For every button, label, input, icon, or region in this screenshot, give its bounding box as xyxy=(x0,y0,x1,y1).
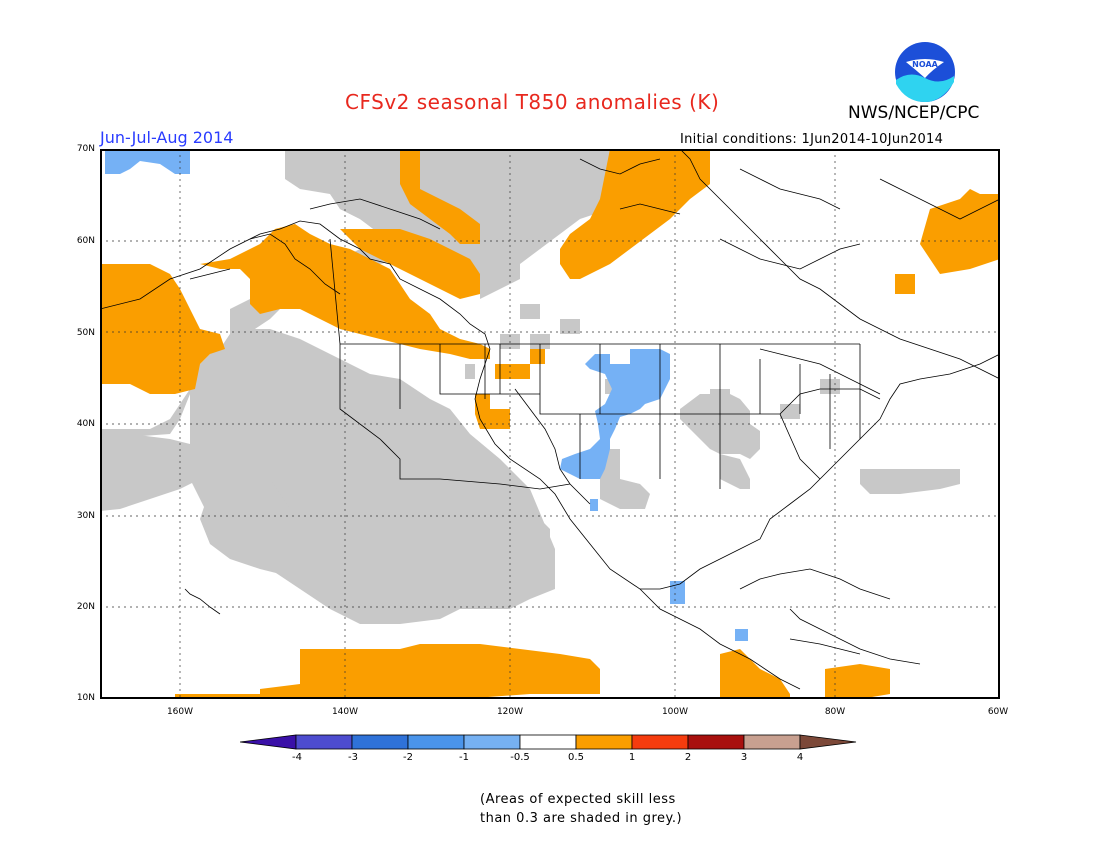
colorbar-label: 0.5 xyxy=(568,752,584,763)
noaa-logo: NOAA xyxy=(895,42,955,102)
lat-label-30n: 30N xyxy=(76,511,95,521)
lat-label-40n: 40N xyxy=(76,419,95,429)
anomaly-map xyxy=(100,149,1000,699)
boundaries xyxy=(100,149,1000,690)
colorbar-segment xyxy=(687,734,745,750)
lon-label-160w: 160W xyxy=(166,707,194,717)
lat-label-70n: 70N xyxy=(76,144,95,154)
lon-label-120w: 120W xyxy=(496,707,524,717)
colorbar-label: -4 xyxy=(292,752,302,763)
lon-label-140w: 140W xyxy=(331,707,359,717)
lat-label-60n: 60N xyxy=(76,236,95,246)
colorbar-label: -1 xyxy=(459,752,469,763)
map-title: CFSv2 seasonal T850 anomalies (K) xyxy=(345,90,720,114)
colorbar-segment xyxy=(743,734,801,750)
colorbar-segment xyxy=(631,734,689,750)
warm-anomaly-regions xyxy=(100,149,1000,699)
colorbar-label: 2 xyxy=(684,752,692,763)
colorbar-segment xyxy=(799,734,857,750)
lon-label-80w: 80W xyxy=(824,707,846,717)
colorbar-segment xyxy=(463,734,521,750)
season-label: Jun-Jul-Aug 2014 xyxy=(100,128,234,147)
colorbar-segment xyxy=(351,734,409,750)
footnote-line-1: (Areas of expected skill less xyxy=(480,792,676,807)
colorbar-label: 4 xyxy=(796,752,804,763)
initial-conditions-label: Initial conditions: 1Jun2014-10Jun2014 xyxy=(680,132,944,147)
noaa-logo-text: NOAA xyxy=(912,60,938,69)
agency-label: NWS/NCEP/CPC xyxy=(848,103,980,123)
colorbar-segment xyxy=(295,734,353,750)
colorbar-label: 1 xyxy=(628,752,636,763)
lat-label-10n: 10N xyxy=(76,693,95,703)
lat-label-50n: 50N xyxy=(76,328,95,338)
colorbar-label: -3 xyxy=(348,752,358,763)
colorbar-segment xyxy=(519,734,577,750)
footnote-line-2: than 0.3 are shaded in grey.) xyxy=(480,811,683,826)
lat-label-20n: 20N xyxy=(76,602,95,612)
gridlines xyxy=(100,149,1000,699)
colorbar-label: -0.5 xyxy=(510,752,530,763)
lon-label-60w: 60W xyxy=(987,707,1009,717)
colorbar-label: 3 xyxy=(740,752,748,763)
colorbar-segment xyxy=(407,734,465,750)
colorbar-segment xyxy=(240,734,297,750)
colorbar xyxy=(240,734,857,750)
colorbar-segment xyxy=(575,734,633,750)
colorbar-label: -2 xyxy=(403,752,413,763)
lon-label-100w: 100W xyxy=(661,707,689,717)
